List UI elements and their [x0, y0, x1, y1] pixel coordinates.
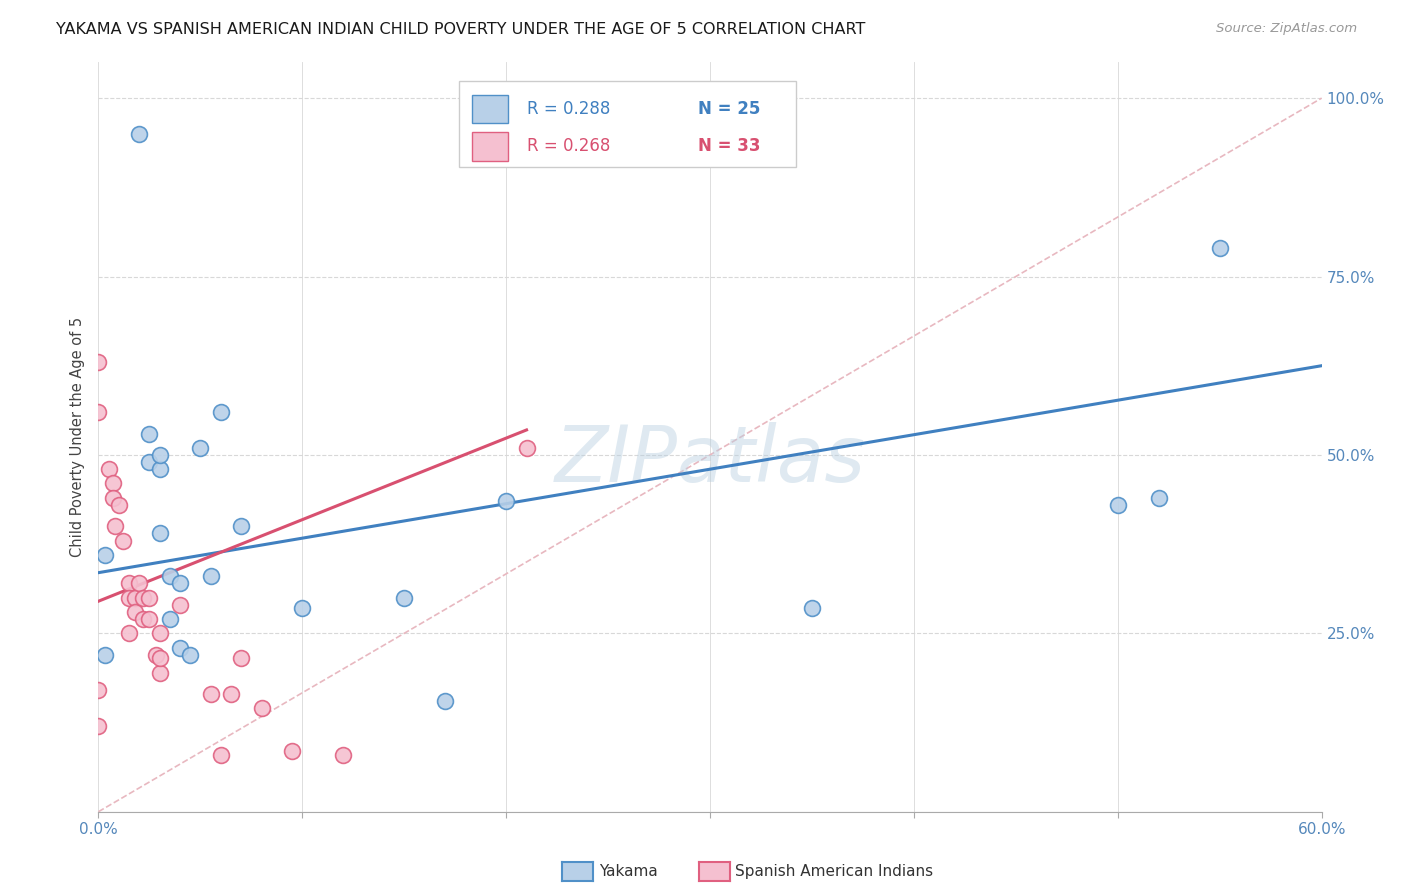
- Point: [138, 591, 160, 605]
- Point: [111, 533, 134, 548]
- Point: [118, 626, 141, 640]
- Point: [332, 747, 354, 762]
- Point: [104, 519, 127, 533]
- Text: N = 25: N = 25: [697, 100, 761, 118]
- Point: [200, 687, 222, 701]
- Point: [219, 687, 242, 701]
- Point: [145, 648, 167, 662]
- Point: [209, 747, 232, 762]
- Point: [516, 441, 538, 455]
- Text: R = 0.288: R = 0.288: [526, 100, 610, 118]
- Point: [149, 526, 172, 541]
- Point: [124, 591, 146, 605]
- Point: [495, 494, 517, 508]
- Point: [250, 701, 273, 715]
- Point: [179, 648, 201, 662]
- Point: [434, 694, 457, 708]
- Point: [132, 591, 155, 605]
- Point: [124, 605, 146, 619]
- Point: [128, 127, 150, 141]
- Point: [118, 591, 141, 605]
- Point: [149, 665, 172, 680]
- Point: [87, 405, 110, 419]
- Point: [149, 448, 172, 462]
- Point: [87, 719, 110, 733]
- Point: [169, 598, 191, 612]
- FancyBboxPatch shape: [471, 132, 508, 161]
- Y-axis label: Child Poverty Under the Age of 5: Child Poverty Under the Age of 5: [70, 317, 86, 558]
- Point: [149, 626, 172, 640]
- Point: [118, 576, 141, 591]
- Point: [138, 455, 160, 469]
- Text: Source: ZipAtlas.com: Source: ZipAtlas.com: [1216, 22, 1357, 36]
- Point: [291, 601, 314, 615]
- Point: [149, 651, 172, 665]
- Point: [801, 601, 824, 615]
- Point: [231, 519, 253, 533]
- Point: [169, 640, 191, 655]
- Point: [132, 612, 155, 626]
- Point: [128, 576, 150, 591]
- Point: [159, 569, 181, 583]
- Point: [281, 744, 304, 758]
- Point: [209, 405, 232, 419]
- Point: [87, 683, 110, 698]
- Point: [101, 491, 124, 505]
- Text: ZIPatlas: ZIPatlas: [554, 422, 866, 498]
- Text: R = 0.268: R = 0.268: [526, 137, 610, 155]
- Point: [200, 569, 222, 583]
- Point: [169, 576, 191, 591]
- Point: [149, 462, 172, 476]
- Point: [1107, 498, 1129, 512]
- Text: Spanish American Indians: Spanish American Indians: [735, 864, 934, 879]
- Text: YAKAMA VS SPANISH AMERICAN INDIAN CHILD POVERTY UNDER THE AGE OF 5 CORRELATION C: YAKAMA VS SPANISH AMERICAN INDIAN CHILD …: [56, 22, 866, 37]
- Point: [1209, 241, 1232, 255]
- Point: [97, 462, 120, 476]
- Text: Yakama: Yakama: [599, 864, 658, 879]
- Point: [101, 476, 124, 491]
- Point: [188, 441, 212, 455]
- Point: [93, 548, 115, 562]
- Point: [1147, 491, 1170, 505]
- Point: [87, 355, 110, 369]
- Text: N = 33: N = 33: [697, 137, 761, 155]
- Point: [93, 648, 115, 662]
- FancyBboxPatch shape: [460, 81, 796, 168]
- Point: [108, 498, 131, 512]
- Point: [392, 591, 416, 605]
- FancyBboxPatch shape: [471, 95, 508, 123]
- Point: [159, 612, 181, 626]
- Point: [231, 651, 253, 665]
- Point: [138, 612, 160, 626]
- Point: [138, 426, 160, 441]
